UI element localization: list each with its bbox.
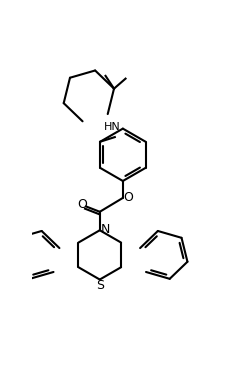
Text: HN: HN [103,122,120,132]
Text: O: O [77,198,87,211]
Text: N: N [100,223,110,236]
Text: O: O [123,191,133,205]
Text: S: S [96,279,103,292]
